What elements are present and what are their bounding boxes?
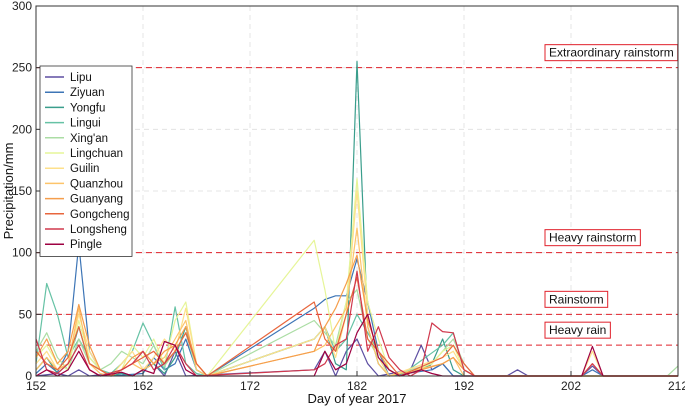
y-tick-label: 250 — [12, 61, 32, 75]
legend-box — [39, 65, 133, 257]
threshold-label-box — [544, 321, 611, 339]
y-tick-label: 100 — [12, 246, 32, 260]
x-tick-label: 202 — [561, 379, 581, 393]
y-tick-label: 50 — [19, 307, 33, 321]
legend-entry: Xing'an — [70, 133, 108, 145]
threshold-label: Heavy rain — [544, 321, 611, 339]
x-tick-label: 212 — [668, 379, 685, 393]
y-tick-label: 150 — [12, 184, 32, 198]
legend: Lipu Ziyuan Yongfu Lingui Xing'an Lingchuan Gu… — [39, 65, 133, 257]
legend-entry: Longsheng — [70, 224, 127, 236]
threshold-label: Extraordinary rainstorm — [544, 44, 679, 62]
threshold-label-text: Heavy rainstorm — [549, 231, 636, 245]
legend-entry: Lingui — [70, 118, 101, 130]
x-tick-label: 182 — [347, 379, 367, 393]
threshold-label-text: Rainstorm — [549, 292, 604, 306]
threshold-label: Heavy rainstorm — [544, 229, 641, 247]
threshold-label-text: Extraordinary rainstorm — [549, 46, 674, 60]
x-tick-label: 172 — [240, 379, 260, 393]
legend-entry: Ziyuan — [70, 87, 105, 99]
legend-entry: Lipu — [70, 72, 92, 84]
y-axis-ticks: 0 50 100 150 200 250 300 — [12, 0, 41, 383]
legend-entry: Yongfu — [70, 102, 105, 114]
legend-entry: Lingchuan — [70, 148, 123, 160]
legend-entry: Guanyang — [70, 194, 123, 206]
legend-entry: Quanzhou — [70, 178, 123, 190]
x-axis-label: Day of year 2017 — [307, 391, 406, 406]
legend-entry: Pingle — [70, 239, 102, 251]
x-tick-label: 192 — [454, 379, 474, 393]
threshold-label: Rainstorm — [544, 290, 609, 308]
x-tick-label: 162 — [133, 379, 153, 393]
y-axis-label: Precipitation/mm — [1, 143, 16, 240]
threshold-label-box — [544, 290, 609, 308]
threshold-label-box — [544, 229, 641, 247]
y-tick-label: 0 — [25, 369, 32, 383]
legend-entry: Gongcheng — [70, 209, 129, 221]
x-tick-label: 152 — [26, 379, 46, 393]
y-tick-label: 200 — [12, 122, 32, 136]
legend-entry: Guilin — [70, 163, 99, 175]
x-axis-ticks: 152 162 172 182 192 202 212 — [26, 371, 685, 393]
threshold-label-text: Heavy rain — [549, 323, 606, 337]
y-tick-label: 300 — [12, 0, 32, 13]
